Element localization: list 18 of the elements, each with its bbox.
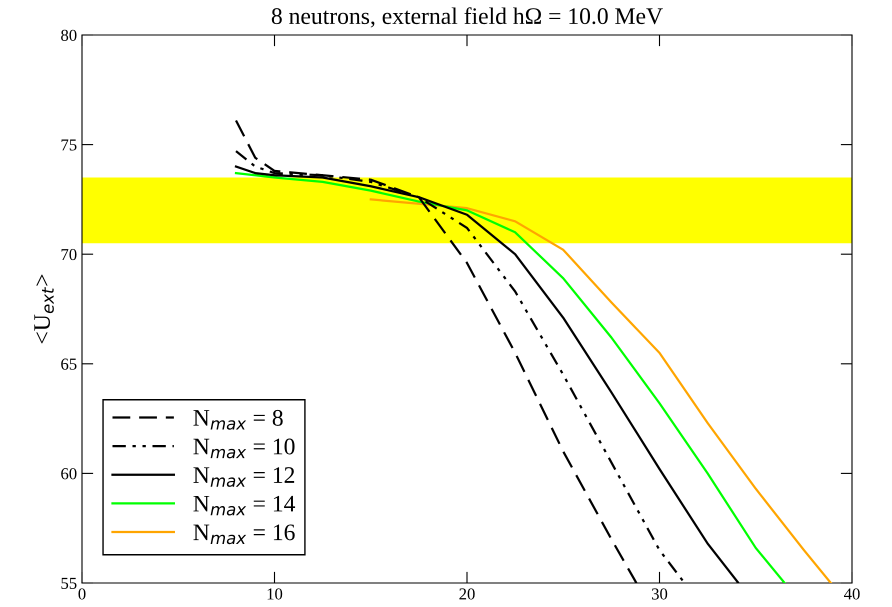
- chart-title: 8 neutrons, external field hΩ = 10.0 MeV: [272, 7, 663, 28]
- y-tick-label: 80: [61, 30, 77, 41]
- y-tick-label: 75: [62, 139, 76, 151]
- legend-label: N$_{max}$ = 14: [193, 496, 296, 516]
- x-tick-label: 10: [268, 588, 282, 600]
- legend-label: N$_{max}$ = 16: [193, 524, 295, 544]
- y-tick-label: 55: [61, 578, 76, 589]
- legend-label: N$_{max}$ = 8: [193, 410, 283, 430]
- x-tick-label: 40: [844, 588, 860, 600]
- x-tick-label: 30: [652, 588, 668, 600]
- x-tick-label: 0: [78, 588, 86, 600]
- y-tick-label: 70: [62, 248, 77, 260]
- x-tick-label: 20: [459, 588, 475, 600]
- legend-label: N$_{max}$ = 12: [193, 467, 294, 487]
- y-tick-label: 60: [61, 468, 77, 480]
- y-tick-label: 65: [61, 358, 76, 370]
- y-axis-title: <U$_{ext}$>: [34, 274, 54, 344]
- legend-label: N$_{max}$ = 10: [193, 438, 295, 458]
